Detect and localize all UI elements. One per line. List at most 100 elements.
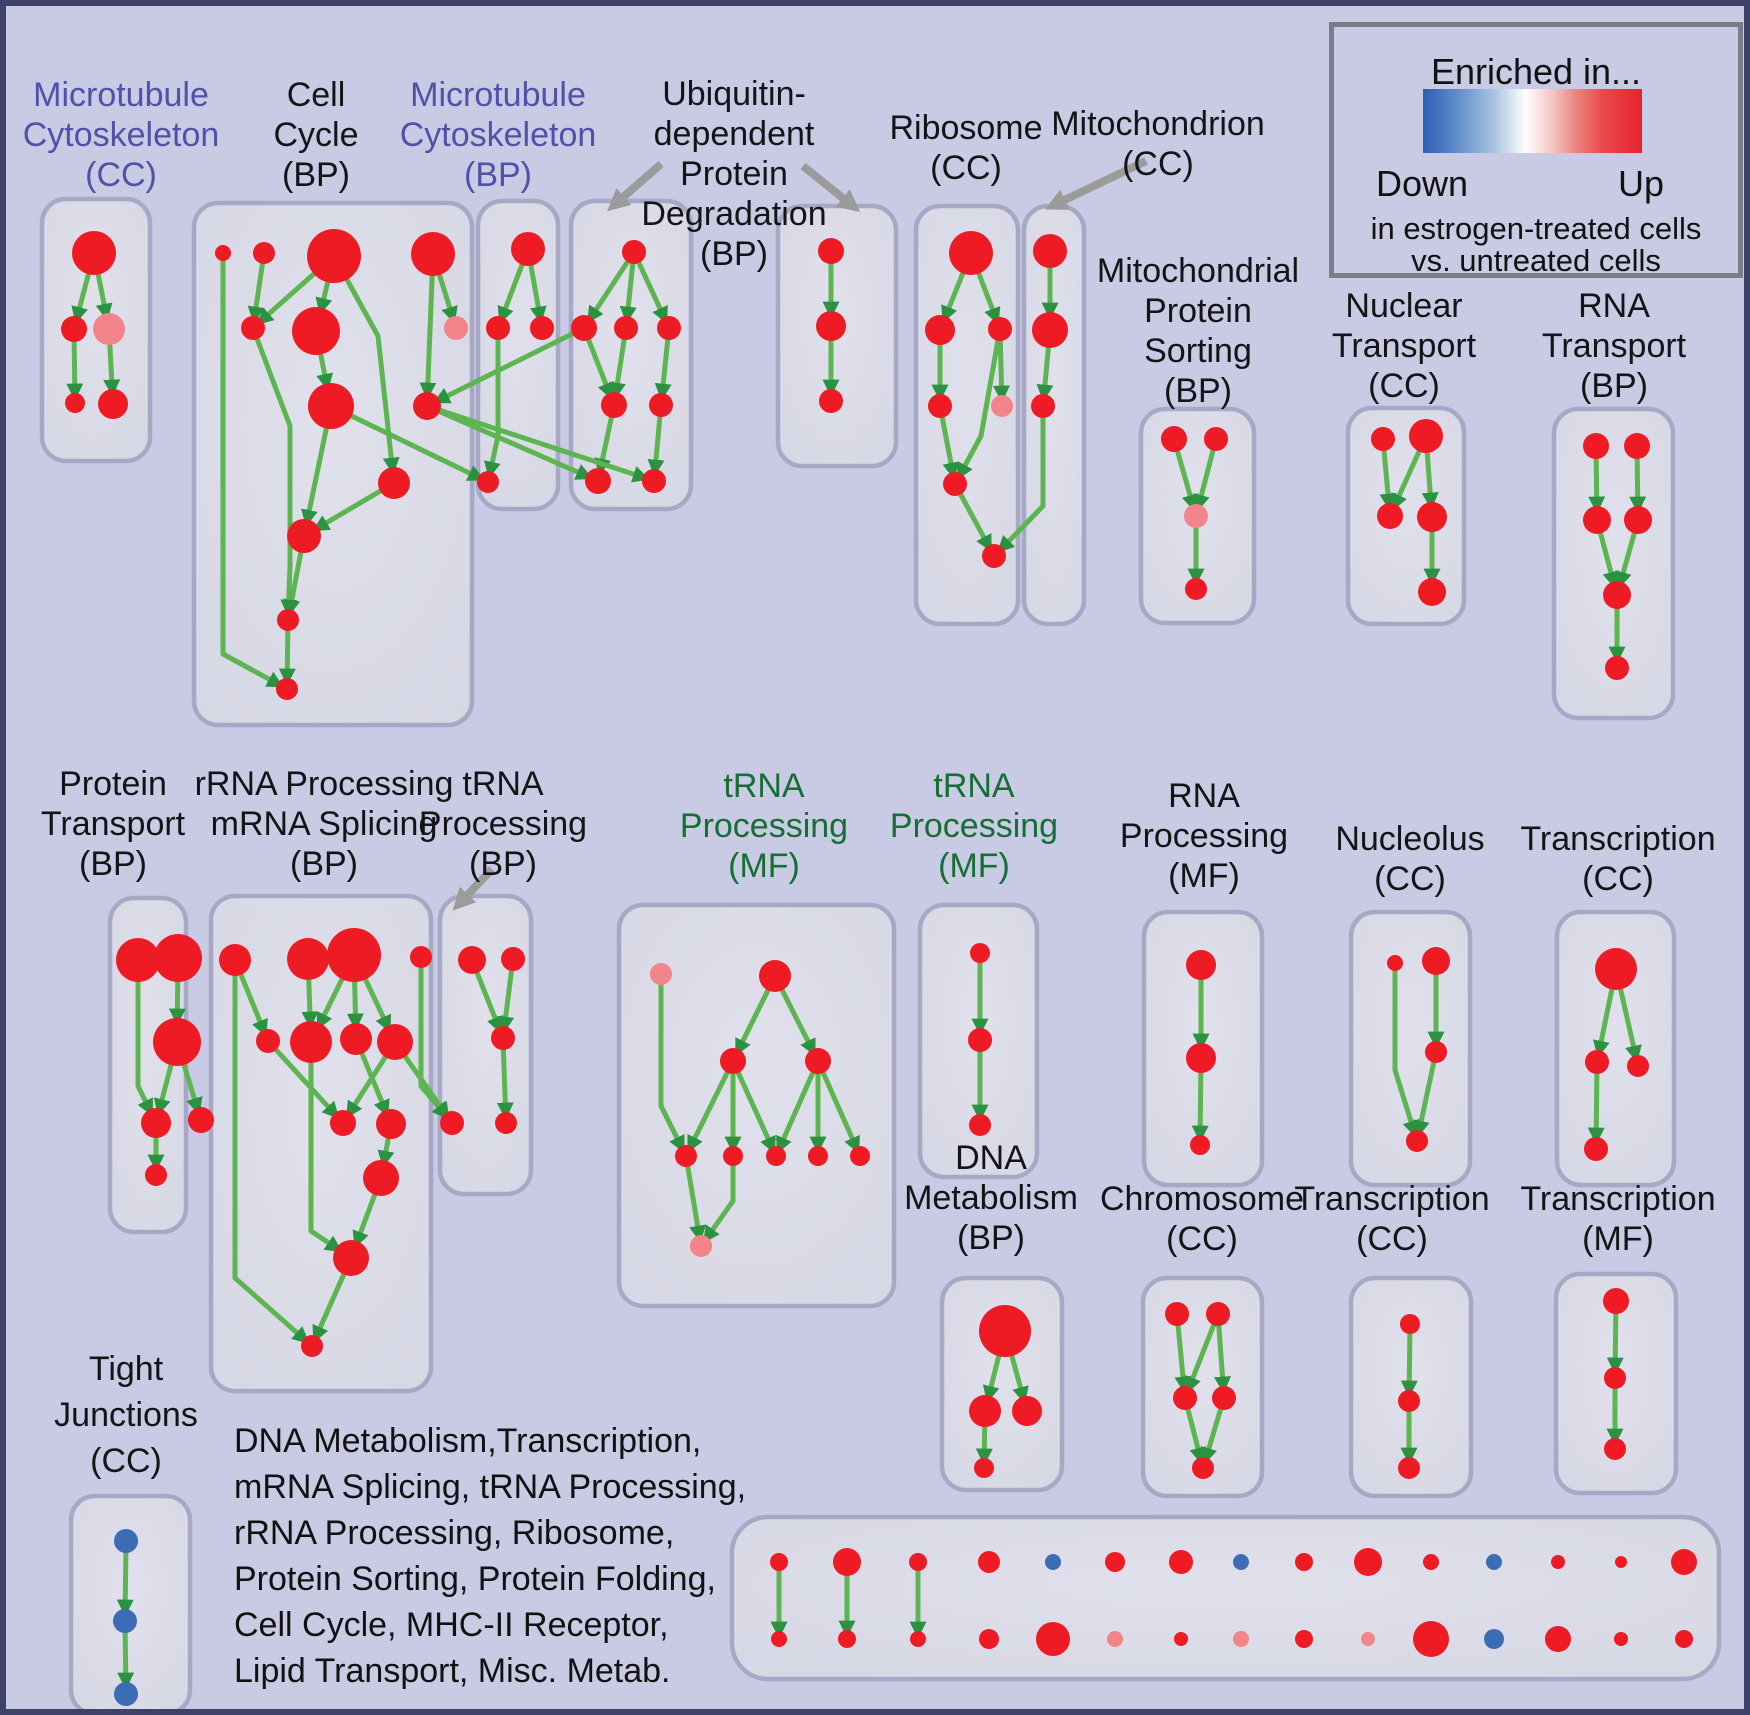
group-label-line: (BP) <box>1579 367 1648 405</box>
go-term-node <box>377 1024 413 1060</box>
go-term-node <box>1377 503 1403 529</box>
go-term-node <box>1604 1438 1626 1460</box>
group-box-tightjunc <box>68 1493 193 1709</box>
group-label-line: Sorting <box>1144 332 1252 370</box>
go-term-node <box>114 1682 138 1706</box>
group-label-prottrans: Protein Transport (BP) <box>41 764 185 884</box>
group-label-cell-cycle: Cell Cycle (BP) <box>273 75 358 195</box>
group-label-trans-cc1: Transcription (CC) <box>1520 819 1715 899</box>
go-term-node <box>327 928 381 982</box>
group-label-line: dependent <box>653 115 815 153</box>
go-term-node <box>458 946 486 974</box>
edge-arrow <box>331 254 400 475</box>
go-term-node <box>1603 581 1631 609</box>
go-term-node <box>1675 1630 1693 1648</box>
go-term-node <box>838 1630 856 1648</box>
group-label-line: Transport <box>1541 327 1687 365</box>
edge-arrow <box>135 960 153 1117</box>
go-term-node <box>301 1335 323 1357</box>
go-term-node <box>1418 578 1446 606</box>
go-term-node <box>411 232 455 276</box>
go-term-node <box>1204 427 1228 451</box>
group-label-line: Degradation <box>641 195 827 233</box>
go-term-node <box>1192 1457 1214 1479</box>
go-term-node <box>376 1109 406 1139</box>
go-term-node <box>1614 1632 1628 1646</box>
group-label-trna-bp: tRNA Processing (BP) <box>419 764 587 884</box>
go-term-node <box>98 389 128 419</box>
text-block-line: rRNA Processing, Ribosome, <box>234 1514 675 1552</box>
go-term-node <box>1627 1055 1649 1077</box>
go-term-node <box>766 1146 786 1166</box>
go-term-node <box>495 1112 517 1134</box>
edge-arrow <box>308 1042 343 1253</box>
go-term-node <box>1190 1135 1210 1155</box>
legend-gradient-bar <box>1423 89 1642 153</box>
go-term-node <box>816 311 846 341</box>
go-term-node <box>1032 312 1068 348</box>
go-term-node <box>1423 1554 1439 1570</box>
go-term-node <box>330 1110 356 1136</box>
go-term-node <box>1422 947 1450 975</box>
go-term-node <box>1361 1632 1375 1646</box>
go-term-node <box>1012 1396 1042 1426</box>
go-term-node <box>1551 1555 1565 1569</box>
go-term-node <box>642 469 666 493</box>
go-term-node <box>287 938 329 980</box>
group-label-line: (CC) <box>1356 1220 1428 1258</box>
go-term-node <box>1624 506 1652 534</box>
go-term-node <box>308 383 354 429</box>
go-term-node <box>771 1631 787 1647</box>
go-term-node <box>444 316 468 340</box>
go-term-node <box>1045 1554 1061 1570</box>
go-term-node <box>808 1146 828 1166</box>
edge-arrow <box>658 974 685 1153</box>
group-label-line: tRNA <box>462 765 544 803</box>
go-term-node <box>949 231 993 275</box>
go-term-node <box>1398 1457 1420 1479</box>
go-term-node <box>116 938 160 982</box>
cross-edge-arrow <box>426 403 650 483</box>
go-term-node <box>1174 1632 1188 1646</box>
group-label-line: (CC) <box>1166 1220 1238 1258</box>
group-label-line: Transcription <box>1520 1180 1716 1218</box>
go-term-node <box>145 1164 167 1186</box>
edge-arrow <box>419 253 437 400</box>
legend: Enriched in... Down Up in estrogen-treat… <box>1329 22 1743 278</box>
go-term-node <box>978 1551 1000 1573</box>
go-term-node <box>1406 1130 1428 1152</box>
go-term-node <box>276 678 298 700</box>
edge-arrow <box>687 1059 736 1153</box>
go-term-node <box>1169 1550 1193 1574</box>
group-label-line: (CC) <box>90 1442 162 1480</box>
go-term-node <box>410 946 432 968</box>
group-label-nuctrans: Nuclear Transport (CC) <box>1332 286 1476 406</box>
group-label-line: (BP) <box>463 156 532 194</box>
group-label-line: Junctions <box>54 1396 198 1434</box>
go-term-node <box>723 1146 743 1166</box>
group-label-line: Mitochondrion <box>1051 105 1265 143</box>
group-label-line: Transcription <box>1294 1180 1490 1218</box>
group-label-chromosome: Chromosome (CC) <box>1100 1179 1304 1259</box>
go-term-node <box>378 467 410 499</box>
group-label-line: Cycle <box>273 116 359 154</box>
go-term-node <box>1186 1043 1216 1073</box>
group-label-line: Nucleolus <box>1335 820 1485 858</box>
group-label-ubiq1: Ubiquitin-dependent Protein Degradation (BP… <box>641 74 826 274</box>
group-box-mito <box>1021 203 1087 627</box>
edge-arrow <box>220 253 285 688</box>
go-term-node <box>585 468 611 494</box>
text-block-line: Lipid Transport, Misc. Metab. <box>234 1652 671 1690</box>
go-term-node <box>1354 1548 1382 1576</box>
go-term-node <box>241 316 265 340</box>
go-term-node <box>1233 1554 1249 1570</box>
group-label-line: Protein <box>59 765 167 803</box>
go-term-node <box>1603 1288 1629 1314</box>
group-label-ribosome: Ribosome (CC) <box>889 108 1042 188</box>
text-block-line: DNA Metabolism,Transcription, <box>234 1422 702 1460</box>
go-term-node <box>363 1160 399 1196</box>
go-term-node <box>1584 1137 1608 1161</box>
cross-edge-arrow <box>425 403 594 480</box>
group-label-line: Cell <box>286 76 346 114</box>
go-term-node <box>1615 1556 1627 1568</box>
